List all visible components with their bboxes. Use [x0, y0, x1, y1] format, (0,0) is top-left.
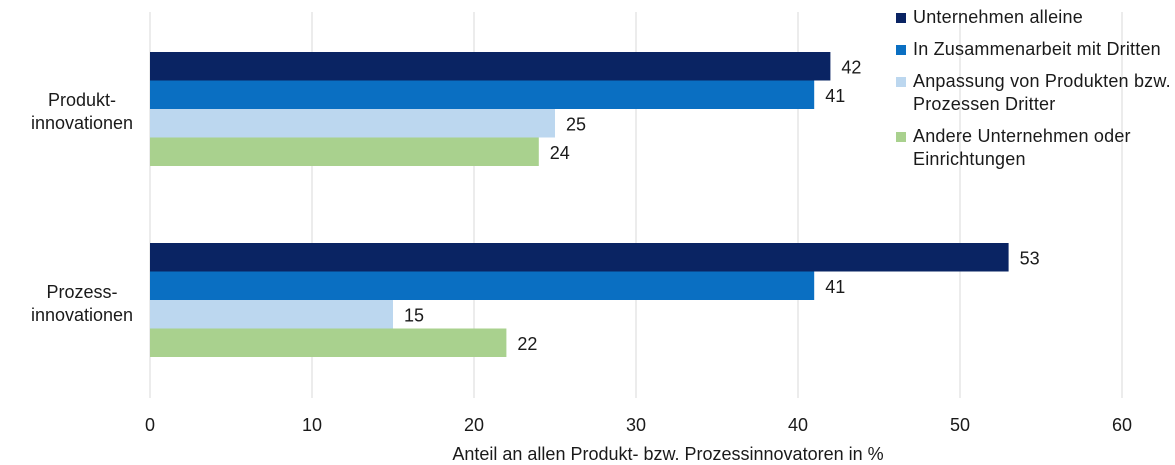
x-tick-label: 50 [950, 415, 970, 435]
value-labels-group: 42 41 25 24 53 41 15 22 [404, 57, 1040, 354]
legend-swatch [896, 77, 906, 87]
legend-label: Anpassung von Produkten bzw. Prozessen D… [913, 71, 1171, 114]
legend-swatch [896, 132, 906, 142]
bar [150, 137, 539, 166]
bar-value-label: 41 [825, 277, 845, 297]
bar [150, 109, 555, 138]
x-tick-label: 30 [626, 415, 646, 435]
legend-label: Unternehmen alleine [913, 7, 1083, 27]
bars-group [150, 52, 1009, 357]
legend-swatch [896, 13, 906, 23]
bar [150, 52, 831, 81]
x-tick-label: 10 [302, 415, 322, 435]
bar [150, 271, 815, 300]
x-tick-labels-group: 0 10 20 30 40 50 60 [145, 415, 1132, 435]
legend-item: Unternehmen alleine [896, 6, 1171, 29]
category-label: Prozess-innovationen [31, 282, 133, 325]
legend: Unternehmen alleine In Zusammenarbeit mi… [896, 6, 1171, 180]
bar-value-label: 42 [841, 57, 861, 77]
legend-label: Andere Unternehmen oder Einrichtungen [913, 126, 1131, 169]
x-axis-label: Anteil an allen Produkt- bzw. Prozessinn… [452, 444, 883, 464]
x-tick-label: 0 [145, 415, 155, 435]
x-tick-label: 60 [1112, 415, 1132, 435]
legend-label: In Zusammenarbeit mit Dritten [913, 39, 1161, 59]
bar-value-label: 41 [825, 86, 845, 106]
legend-item: Andere Unternehmen oder Einrichtungen [896, 125, 1171, 171]
bar-value-label: 24 [550, 143, 570, 163]
bar [150, 243, 1009, 272]
bar [150, 300, 393, 329]
x-tick-label: 40 [788, 415, 808, 435]
x-tick-label: 20 [464, 415, 484, 435]
bar-value-label: 53 [1020, 248, 1040, 268]
category-label: Produkt-innovationen [31, 90, 133, 133]
bar [150, 80, 815, 109]
legend-item: In Zusammenarbeit mit Dritten [896, 38, 1171, 61]
bar-value-label: 25 [566, 114, 586, 134]
bar-value-label: 15 [404, 305, 424, 325]
legend-swatch [896, 45, 906, 55]
bar-value-label: 22 [517, 334, 537, 354]
legend-item: Anpassung von Produkten bzw. Prozessen D… [896, 70, 1171, 116]
category-labels-group: Produkt-innovationen Prozess-innovationen [31, 90, 133, 325]
bar [150, 328, 507, 357]
